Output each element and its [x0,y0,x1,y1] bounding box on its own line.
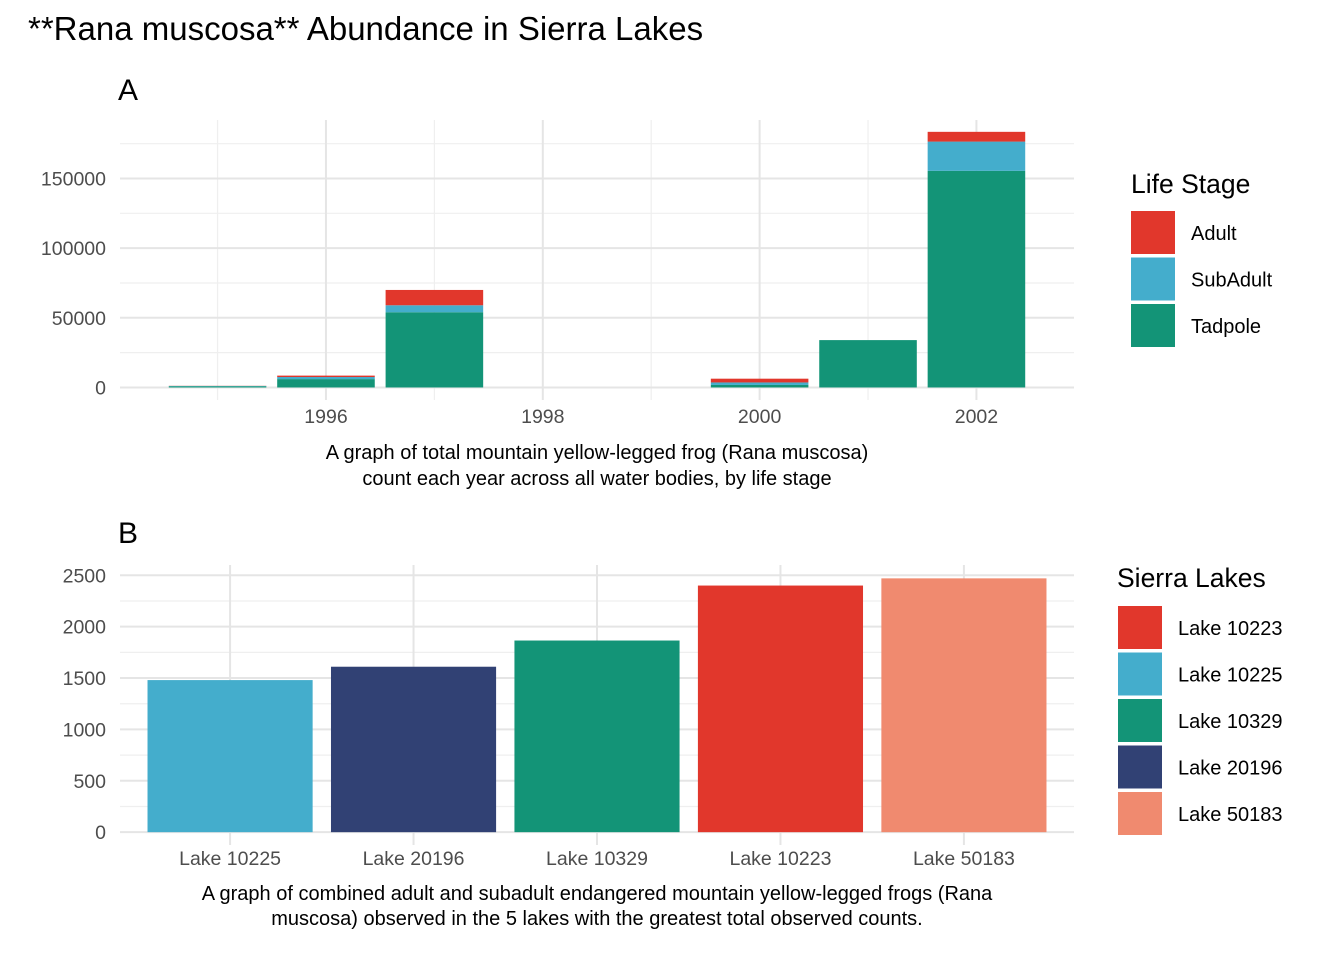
bar-adult-2000 [710,378,809,383]
bar-tadpole-2001 [819,340,917,388]
x-tick-label: 2000 [738,406,782,428]
x-tick-label: Lake 10225 [179,848,281,870]
bar-lake-10223 [697,585,864,833]
panel-b-caption-line-1: A graph of combined adult and subadult e… [202,883,993,905]
legend-b-title: Sierra Lakes [1117,563,1266,593]
panel-b-x-ticks: Lake 10225 Lake 20196 Lake 10329 Lake 10223… [179,848,1015,870]
legend-b-label: Lake 10225 [1178,665,1283,687]
panel-b-tag: B [118,517,138,550]
bar-adult-1996 [277,375,375,378]
y-tick-label: 150000 [41,169,106,191]
panel-a-caption-line-2: count each year across all water bodies,… [362,468,831,490]
x-tick-label: 2002 [955,406,998,428]
bar-subadult-2002 [927,141,1026,171]
x-tick-label: Lake 50183 [913,848,1015,870]
bar-tadpole-1995 [168,386,267,388]
chart-title: **Rana muscosa** Abundance in Sierra Lak… [28,10,703,47]
y-tick-label: 50000 [52,308,106,330]
legend-b-swatch-lake-50183 [1118,792,1162,835]
panel-a: A 0 50000 100000 150000 1996 1998 2000 2002 A … [41,74,1273,490]
panel-a-y-ticks: 0 50000 100000 150000 [41,169,106,400]
bar-lake-10329 [514,640,680,833]
bar-tadpole-2000 [710,384,809,388]
legend-a-label: Adult [1191,223,1237,245]
y-tick-label: 0 [95,377,106,399]
bar-tadpole-1997 [385,312,484,388]
bar-subadult-2000 [710,382,809,385]
legend-a-swatch-adult [1131,211,1175,254]
bar-tadpole-2002 [927,170,1026,388]
legend-b-swatch-lake-10223 [1118,606,1162,649]
panel-a-x-ticks: 1996 1998 2000 2002 [304,406,998,428]
bar-subadult-1996 [277,377,375,380]
bar-lake-20196 [330,666,497,833]
legend-a-title: Life Stage [1131,169,1250,199]
bar-lake-10225 [147,680,313,833]
panel-b-bars [147,578,1047,833]
bar-adult-2002 [927,131,1026,142]
x-tick-label: Lake 10223 [729,848,831,870]
x-tick-label: Lake 10329 [546,848,648,870]
panel-b-y-ticks: 0 500 1000 1500 2000 2500 [63,565,107,844]
bar-subadult-1997 [385,305,484,313]
y-tick-label: 1500 [63,668,107,690]
bar-tadpole-1996 [277,379,375,388]
panel-a-caption-line-1: A graph of total mountain yellow-legged … [326,442,869,464]
panel-a-bars [168,131,1026,388]
y-tick-label: 2500 [63,565,107,587]
y-tick-label: 1000 [63,719,107,741]
x-tick-label: 1996 [304,406,347,428]
y-tick-label: 100000 [41,238,106,260]
legend-a-label: SubAdult [1191,270,1273,292]
y-tick-label: 0 [95,822,106,844]
y-tick-label: 500 [73,771,106,793]
panel-a-grid [120,120,1074,400]
legend-a-swatch-subadult [1131,257,1175,301]
legend-b-label: Lake 10223 [1178,618,1283,640]
legend-b-label: Lake 10329 [1178,711,1283,733]
y-tick-label: 2000 [63,617,107,639]
legend-a-label: Tadpole [1191,316,1261,338]
panel-b-legend: Sierra Lakes Lake 10223 Lake 10225 Lake 10… [1117,563,1283,835]
panel-b-caption-line-2: muscosa) observed in the 5 lakes with th… [271,908,922,930]
bar-adult-1997 [385,289,484,306]
legend-a-swatch-tadpole [1131,304,1175,347]
panel-a-tag: A [118,74,138,107]
legend-b-swatch-lake-10225 [1118,652,1162,696]
panel-a-legend: Life Stage Adult SubAdult Tadpole [1131,169,1273,347]
legend-b-label: Lake 20196 [1178,758,1283,780]
legend-b-swatch-lake-20196 [1118,745,1162,789]
x-tick-label: Lake 20196 [363,848,465,870]
panel-b: B 0 500 1000 1500 2000 2500 Lake 10225 Lake 20… [63,517,1283,930]
x-tick-label: 1998 [521,406,564,428]
bar-lake-50183 [881,578,1047,833]
legend-b-swatch-lake-10329 [1118,699,1162,742]
legend-b-label: Lake 50183 [1178,804,1283,826]
